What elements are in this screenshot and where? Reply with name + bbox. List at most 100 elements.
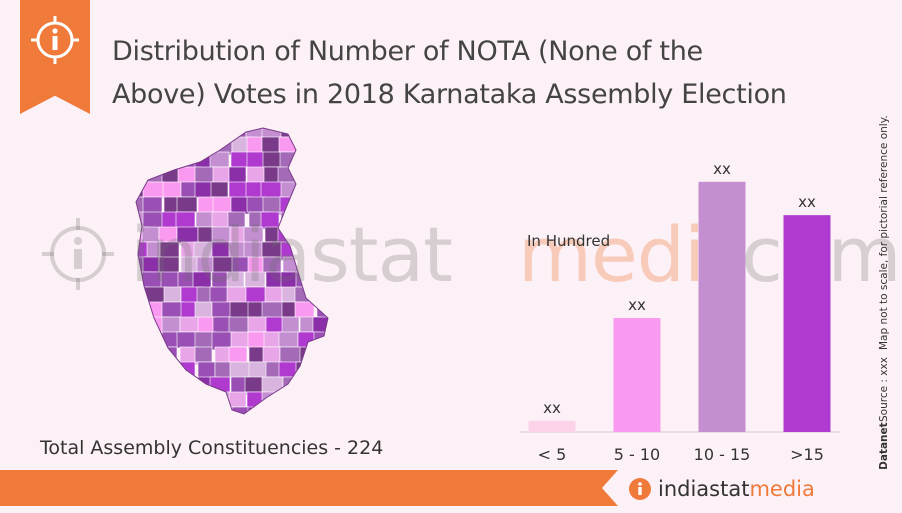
map-region bbox=[329, 302, 338, 319]
source-text: Source : xxx bbox=[878, 357, 890, 422]
map-region bbox=[312, 128, 328, 139]
map-region bbox=[136, 406, 149, 414]
map-region bbox=[316, 376, 328, 393]
map-region bbox=[136, 128, 148, 138]
map-region bbox=[299, 376, 320, 393]
map-region bbox=[196, 128, 215, 140]
map-region bbox=[163, 376, 184, 394]
map-region bbox=[209, 406, 228, 414]
map-region bbox=[210, 181, 229, 198]
map-region bbox=[197, 361, 216, 380]
map-region bbox=[330, 392, 338, 409]
map-region bbox=[136, 331, 147, 350]
x-tick-label-3: >15 bbox=[790, 445, 824, 464]
x-tick-label-2: 10 - 15 bbox=[694, 445, 751, 464]
map-region bbox=[299, 391, 319, 408]
map-region bbox=[231, 406, 250, 414]
map-region bbox=[178, 128, 197, 139]
map-region bbox=[277, 391, 298, 408]
map-region bbox=[229, 361, 253, 379]
map-region bbox=[316, 181, 328, 199]
map-region bbox=[312, 166, 328, 184]
map-region bbox=[312, 346, 328, 366]
map-region bbox=[136, 166, 147, 185]
map-outline bbox=[135, 127, 329, 415]
map-region bbox=[294, 301, 315, 320]
map-region bbox=[177, 136, 201, 154]
map-region bbox=[313, 361, 328, 380]
map-region bbox=[244, 376, 264, 393]
map-region bbox=[332, 377, 338, 395]
map-region bbox=[262, 346, 281, 364]
map-region bbox=[136, 391, 147, 411]
map-region bbox=[260, 406, 280, 414]
map-region bbox=[313, 406, 328, 414]
map-region bbox=[246, 151, 265, 169]
footer-logo-panel bbox=[602, 470, 902, 506]
data-label-0: xx bbox=[543, 399, 561, 417]
map-region bbox=[230, 151, 249, 168]
info-badge bbox=[20, 0, 90, 114]
total-constituencies: Total Assembly Constituencies - 224 bbox=[40, 437, 384, 459]
map-region bbox=[313, 136, 328, 155]
map-region bbox=[163, 136, 183, 154]
map-region bbox=[311, 151, 328, 168]
map-region bbox=[279, 346, 302, 365]
map-region bbox=[281, 316, 300, 334]
data-label-2: xx bbox=[713, 160, 731, 178]
map-region bbox=[158, 361, 178, 378]
map-region bbox=[329, 137, 338, 155]
map-region bbox=[334, 407, 338, 422]
map-region bbox=[136, 376, 147, 395]
map-region bbox=[145, 391, 164, 411]
bar-1 bbox=[613, 318, 661, 432]
unit-label: In Hundred bbox=[527, 232, 611, 250]
map-region bbox=[261, 136, 282, 155]
map-region bbox=[143, 128, 165, 138]
map-region bbox=[194, 346, 213, 363]
map-region bbox=[136, 361, 146, 381]
map-region bbox=[228, 316, 249, 334]
x-tick-label-0: < 5 bbox=[538, 445, 567, 464]
map-region bbox=[279, 151, 302, 169]
map-region bbox=[158, 391, 179, 411]
map-region bbox=[261, 301, 285, 320]
map-region bbox=[161, 406, 181, 414]
map-region bbox=[142, 181, 166, 200]
map-region bbox=[331, 347, 338, 364]
disclaimer-text: Map not to scale, for pictorial referenc… bbox=[878, 115, 890, 350]
map-region bbox=[311, 391, 328, 409]
footer-logo: indiastat media bbox=[628, 476, 815, 502]
map-region bbox=[330, 152, 338, 167]
map-region bbox=[278, 331, 299, 348]
map-region bbox=[142, 361, 166, 378]
map-region bbox=[145, 346, 167, 363]
logo-text-1: indiastat bbox=[658, 477, 750, 501]
map-region bbox=[144, 151, 168, 168]
map-region bbox=[180, 406, 200, 414]
map-region bbox=[334, 167, 338, 182]
map-region bbox=[179, 316, 201, 333]
title-line-2: Above) Votes in 2018 Karnataka Assembly … bbox=[112, 79, 787, 110]
map-region bbox=[331, 332, 338, 349]
data-label-1: xx bbox=[628, 296, 646, 314]
map-region bbox=[161, 301, 185, 318]
bar-2 bbox=[698, 181, 746, 432]
map-region bbox=[312, 316, 328, 335]
map-region bbox=[136, 346, 151, 363]
map-region bbox=[210, 128, 229, 141]
data-label-3: xx bbox=[798, 193, 816, 211]
info-icon bbox=[31, 16, 79, 64]
bar-3 bbox=[783, 215, 831, 432]
map-region bbox=[142, 331, 162, 349]
logo-info-icon bbox=[629, 478, 651, 500]
map-region bbox=[316, 301, 328, 319]
map-region bbox=[194, 391, 216, 409]
map-region bbox=[136, 136, 144, 154]
title-line-1: Distribution of Number of NOTA (None of … bbox=[112, 36, 703, 67]
map-region bbox=[162, 181, 182, 199]
map-region bbox=[177, 376, 196, 395]
map-region bbox=[330, 317, 338, 335]
map-region bbox=[194, 181, 214, 199]
credits: © Datanet Source : xxx Map not to scale,… bbox=[850, 115, 902, 502]
